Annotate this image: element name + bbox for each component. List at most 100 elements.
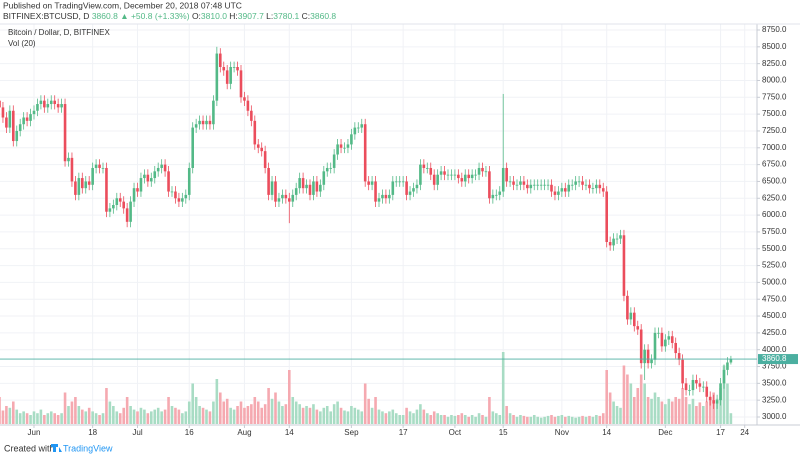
candle-body xyxy=(125,208,129,222)
candle-body xyxy=(184,194,188,199)
footer-created: Created with xyxy=(4,443,55,453)
candle-body xyxy=(229,67,232,84)
published: Published on TradingView.com, December 2… xyxy=(3,0,242,10)
candle-body xyxy=(291,194,295,202)
candle-body xyxy=(501,167,505,192)
x-tick-label: 17 xyxy=(399,428,408,437)
volume-bar xyxy=(608,392,612,424)
ohlc-label: O: xyxy=(192,11,201,21)
footer-brand[interactable]: TradingView xyxy=(63,443,113,453)
volume-bar xyxy=(422,409,426,424)
volume-bar xyxy=(601,413,605,424)
candle-body xyxy=(457,174,460,179)
x-tick-label: Nov xyxy=(555,428,569,437)
candle-body xyxy=(681,359,684,384)
volume-bar xyxy=(708,397,712,424)
candle-body xyxy=(591,188,595,189)
candle-body xyxy=(477,167,481,175)
candle-body xyxy=(129,201,132,222)
volume-bar xyxy=(398,415,401,424)
candle-body xyxy=(350,134,353,145)
candle-body xyxy=(105,167,108,212)
ohlc-label: C: xyxy=(302,11,311,21)
candle-body xyxy=(246,100,250,111)
candle-body xyxy=(222,67,226,71)
candle-body xyxy=(267,167,270,195)
candle-body xyxy=(12,110,15,142)
candle-body xyxy=(546,184,550,186)
candle-body xyxy=(343,147,346,149)
volume-bar xyxy=(315,409,319,424)
candle-body xyxy=(60,104,63,108)
volume-bar xyxy=(29,415,32,424)
volume-bar xyxy=(560,415,564,424)
volume-bar xyxy=(236,406,239,424)
volume-bar xyxy=(650,398,653,424)
candle-body xyxy=(539,184,543,186)
volume-bar xyxy=(501,352,505,424)
candle-body xyxy=(243,97,246,101)
candle-body xyxy=(84,181,88,189)
volume-bar xyxy=(667,398,671,424)
y-tick-label: 6750.0 xyxy=(762,160,787,169)
volume-bar xyxy=(577,416,581,424)
volume-bar xyxy=(481,415,484,424)
candle-body xyxy=(408,191,412,195)
candle-body xyxy=(633,312,636,327)
volume-bar xyxy=(550,415,553,424)
candle-body xyxy=(536,184,539,186)
volume-bar xyxy=(615,406,619,424)
volume-bar xyxy=(657,397,660,424)
candle-body xyxy=(256,144,260,148)
volume-bar xyxy=(670,401,674,424)
change: ▲ +50.8 (+1.33%) xyxy=(120,11,190,21)
volume-bar xyxy=(629,383,633,424)
volume-bar xyxy=(260,407,263,424)
candle-body xyxy=(8,110,12,128)
candle-body xyxy=(225,70,229,84)
y-tick-label: 5250.0 xyxy=(762,261,787,270)
volume-bar xyxy=(222,401,226,424)
volume-bar xyxy=(477,413,481,424)
candle-body xyxy=(529,184,533,189)
candle-body xyxy=(615,238,619,240)
candle-body xyxy=(660,332,664,347)
candle-body xyxy=(250,110,253,121)
y-tick-label: 3250.0 xyxy=(762,395,787,404)
volume-bar xyxy=(450,415,453,424)
candle-body xyxy=(177,198,181,202)
volume-bar xyxy=(56,415,60,424)
candle-body xyxy=(715,400,719,404)
candle-body xyxy=(722,369,726,384)
volume-bar xyxy=(91,411,94,424)
volume-bar xyxy=(115,411,119,424)
volume-bar xyxy=(346,411,350,424)
candle-body xyxy=(398,181,401,183)
candle-body xyxy=(25,117,29,121)
candle-body xyxy=(36,104,39,111)
volume-bar xyxy=(360,411,364,424)
volume-bar xyxy=(702,406,705,424)
candle-body xyxy=(650,359,653,364)
volume-bar xyxy=(574,417,577,424)
volume-bar xyxy=(570,416,574,424)
x-tick-label: Aug xyxy=(237,428,251,437)
candle-body xyxy=(63,104,67,162)
volume-bar xyxy=(357,409,360,424)
candle-body xyxy=(18,124,22,131)
candle-body xyxy=(253,120,257,145)
y-tick-label: 4000.0 xyxy=(762,345,787,354)
candle-body xyxy=(626,295,629,320)
candle-body xyxy=(394,181,398,183)
volume-bar xyxy=(726,383,729,424)
candle-body xyxy=(212,100,215,125)
volume-bar xyxy=(553,416,557,424)
y-tick-label: 4750.0 xyxy=(762,294,787,303)
candle-body xyxy=(484,171,488,173)
candle-body xyxy=(160,164,163,168)
x-tick-label: 17 xyxy=(716,428,725,437)
volume-bar xyxy=(405,407,408,424)
candle-body xyxy=(643,349,646,364)
candle-body xyxy=(564,188,567,192)
